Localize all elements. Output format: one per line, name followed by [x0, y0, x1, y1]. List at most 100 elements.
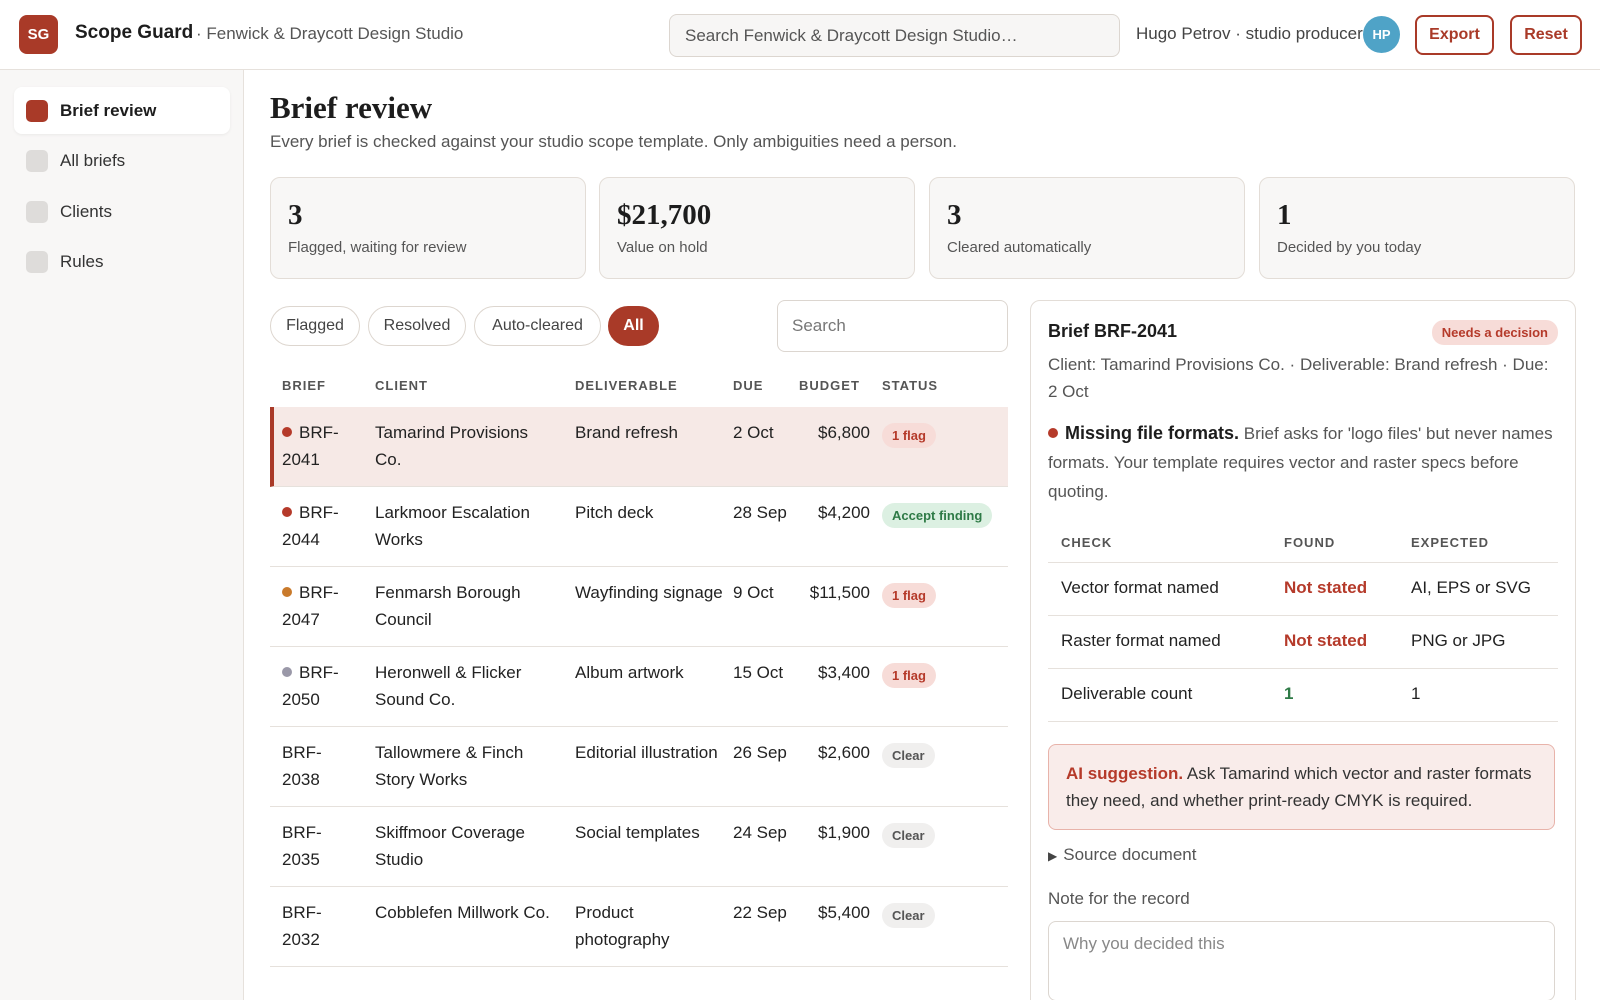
- finding-text: Brief asks for 'logo files' but never na…: [1048, 424, 1553, 501]
- due-date: 2 Oct: [733, 423, 774, 442]
- due-date: 26 Sep: [733, 743, 787, 762]
- brief-id: BRF-2047: [282, 583, 339, 629]
- status-badge: Clear: [882, 743, 935, 768]
- table-row[interactable]: BRF-2035 Skiffmoor Coverage Studio Socia…: [270, 807, 1008, 887]
- deliverable: Wayfinding signage: [575, 583, 723, 602]
- client-name: Tallowmere & Finch Story Works: [375, 743, 524, 789]
- check-row: Deliverable count 1 1: [1048, 669, 1558, 722]
- stat-card-flagged: 3 Flagged, waiting for review: [270, 177, 586, 279]
- sidebar-item-rules[interactable]: Rules: [14, 238, 230, 285]
- check-expected: PNG or JPG: [1411, 631, 1506, 650]
- rules-icon: [26, 250, 48, 273]
- stat-label: Value on hold: [617, 238, 708, 256]
- global-search-input[interactable]: Search Fenwick & Draycott Design Studio…: [669, 14, 1120, 57]
- sidebar-item-clients[interactable]: Clients: [14, 188, 230, 235]
- reset-button[interactable]: Reset: [1510, 15, 1582, 55]
- stat-value: 1: [1277, 199, 1292, 231]
- finding: Missing file formats. Brief asks for 'lo…: [1048, 419, 1558, 506]
- sidebar-item-label: Clients: [60, 201, 112, 221]
- column-header: BUDGET: [799, 378, 860, 393]
- brief-id: BRF-2038: [282, 743, 322, 789]
- detail-title: Brief BRF-2041: [1048, 321, 1178, 341]
- column-header: DELIVERABLE: [575, 378, 678, 393]
- budget: $11,500: [809, 583, 870, 602]
- filter-chip-flagged[interactable]: Flagged: [270, 306, 360, 346]
- ai-suggestion-label: AI suggestion.: [1066, 764, 1184, 783]
- finding-title: Missing file formats.: [1065, 423, 1240, 443]
- sidebar-item-label: Rules: [60, 251, 104, 271]
- due-date: 28 Sep: [733, 503, 787, 522]
- brief-review-icon: [26, 99, 48, 122]
- client-name: Fenmarsh Borough Council: [375, 583, 521, 629]
- table-row[interactable]: BRF-2044 Larkmoor Escalation Works Pitch…: [270, 487, 1008, 567]
- column-header: CLIENT: [375, 378, 428, 393]
- check-name: Raster format named: [1061, 631, 1221, 650]
- page-subtitle: Every brief is checked against your stud…: [270, 132, 957, 151]
- client-name: Skiffmoor Coverage Studio: [375, 823, 525, 869]
- due-date: 15 Oct: [733, 663, 784, 682]
- table-search-input[interactable]: Search: [777, 300, 1008, 352]
- check-expected: 1: [1411, 684, 1421, 703]
- export-button[interactable]: Export: [1415, 15, 1494, 55]
- brief-id: BRF-2050: [282, 663, 339, 709]
- deliverable: Social templates: [575, 823, 700, 842]
- due-date: 24 Sep: [733, 823, 787, 842]
- sidebar-item-brief-review[interactable]: Brief review: [14, 87, 230, 134]
- status-badge: Needs a decision: [1431, 320, 1558, 345]
- app-logo: SG: [19, 15, 58, 54]
- accept-finding-button[interactable]: Accept finding: [882, 503, 993, 528]
- status-badge: 1 flag: [882, 663, 936, 688]
- avatar[interactable]: HP: [1363, 16, 1400, 53]
- check-found: Not stated: [1284, 631, 1368, 650]
- sidebar-item-label: All briefs: [60, 150, 126, 170]
- client-name: Larkmoor Escalation Works: [375, 503, 530, 549]
- user-name: Hugo Petrov · studio producer: [1136, 24, 1363, 43]
- check-name: Deliverable count: [1061, 684, 1193, 703]
- column-header: BRIEF: [282, 378, 326, 393]
- table-row[interactable]: BRF-2047 Fenmarsh Borough Council Wayfin…: [270, 567, 1008, 647]
- column-header: STATUS: [882, 378, 939, 393]
- check-expected: AI, EPS or SVG: [1411, 578, 1531, 597]
- sidebar-item-all-briefs[interactable]: All briefs: [14, 137, 230, 184]
- column-header: CHECK: [1061, 535, 1113, 550]
- app-name: Scope Guard: [75, 22, 194, 43]
- studio-name: · Fenwick & Draycott Design Studio: [196, 24, 464, 43]
- note-textarea[interactable]: Why you decided this: [1048, 921, 1555, 1000]
- note-label: Note for the record: [1048, 889, 1190, 908]
- stat-card-decided: 1 Decided by you today: [1259, 177, 1575, 279]
- budget: $2,600: [818, 743, 870, 762]
- checks-header: CHECK FOUND EXPECTED: [1048, 527, 1558, 563]
- filter-chip-all[interactable]: All: [608, 306, 659, 346]
- deliverable: Product photography: [575, 903, 670, 949]
- column-header: EXPECTED: [1411, 535, 1490, 550]
- source-document-toggle[interactable]: ▶ Source document: [1048, 845, 1196, 865]
- brief-id: BRF-2044: [282, 503, 339, 549]
- stat-value: 3: [288, 199, 303, 231]
- triangle-right-icon: ▶: [1048, 849, 1058, 863]
- status-badge: 1 flag: [882, 423, 936, 448]
- status-badge: Clear: [882, 823, 935, 848]
- filter-chip-resolved[interactable]: Resolved: [368, 306, 466, 346]
- table-row[interactable]: BRF-2050 Heronwell & Flicker Sound Co. A…: [270, 647, 1008, 727]
- stat-value: 3: [947, 199, 962, 231]
- stat-label: Cleared automatically: [947, 238, 1092, 256]
- due-date: 22 Sep: [733, 903, 787, 922]
- deliverable: Brand refresh: [575, 423, 678, 442]
- budget: $6,800: [818, 423, 870, 442]
- flag-dot-icon: [282, 667, 292, 677]
- table-row[interactable]: BRF-2032 Cobblefen Millwork Co. Product …: [270, 887, 1008, 967]
- sidebar: Brief review All briefs Clients Rules: [0, 70, 244, 1000]
- source-document-label: Source document: [1063, 845, 1197, 864]
- client-name: Tamarind Provisions Co.: [375, 423, 529, 469]
- stat-card-cleared: 3 Cleared automatically: [929, 177, 1245, 279]
- table-row[interactable]: BRF-2038 Tallowmere & Finch Story Works …: [270, 727, 1008, 807]
- status-badge: 1 flag: [882, 583, 936, 608]
- column-header: DUE: [733, 378, 764, 393]
- client-name: Cobblefen Millwork Co.: [375, 903, 550, 922]
- check-row: Raster format named Not stated PNG or JP…: [1048, 616, 1558, 669]
- filter-chip-auto-cleared[interactable]: Auto-cleared: [474, 306, 601, 346]
- deliverable: Pitch deck: [575, 503, 654, 522]
- check-row: Vector format named Not stated AI, EPS o…: [1048, 563, 1558, 616]
- flag-dot-icon: [282, 427, 292, 437]
- table-row[interactable]: BRF-2041 Tamarind Provisions Co. Brand r…: [270, 407, 1008, 487]
